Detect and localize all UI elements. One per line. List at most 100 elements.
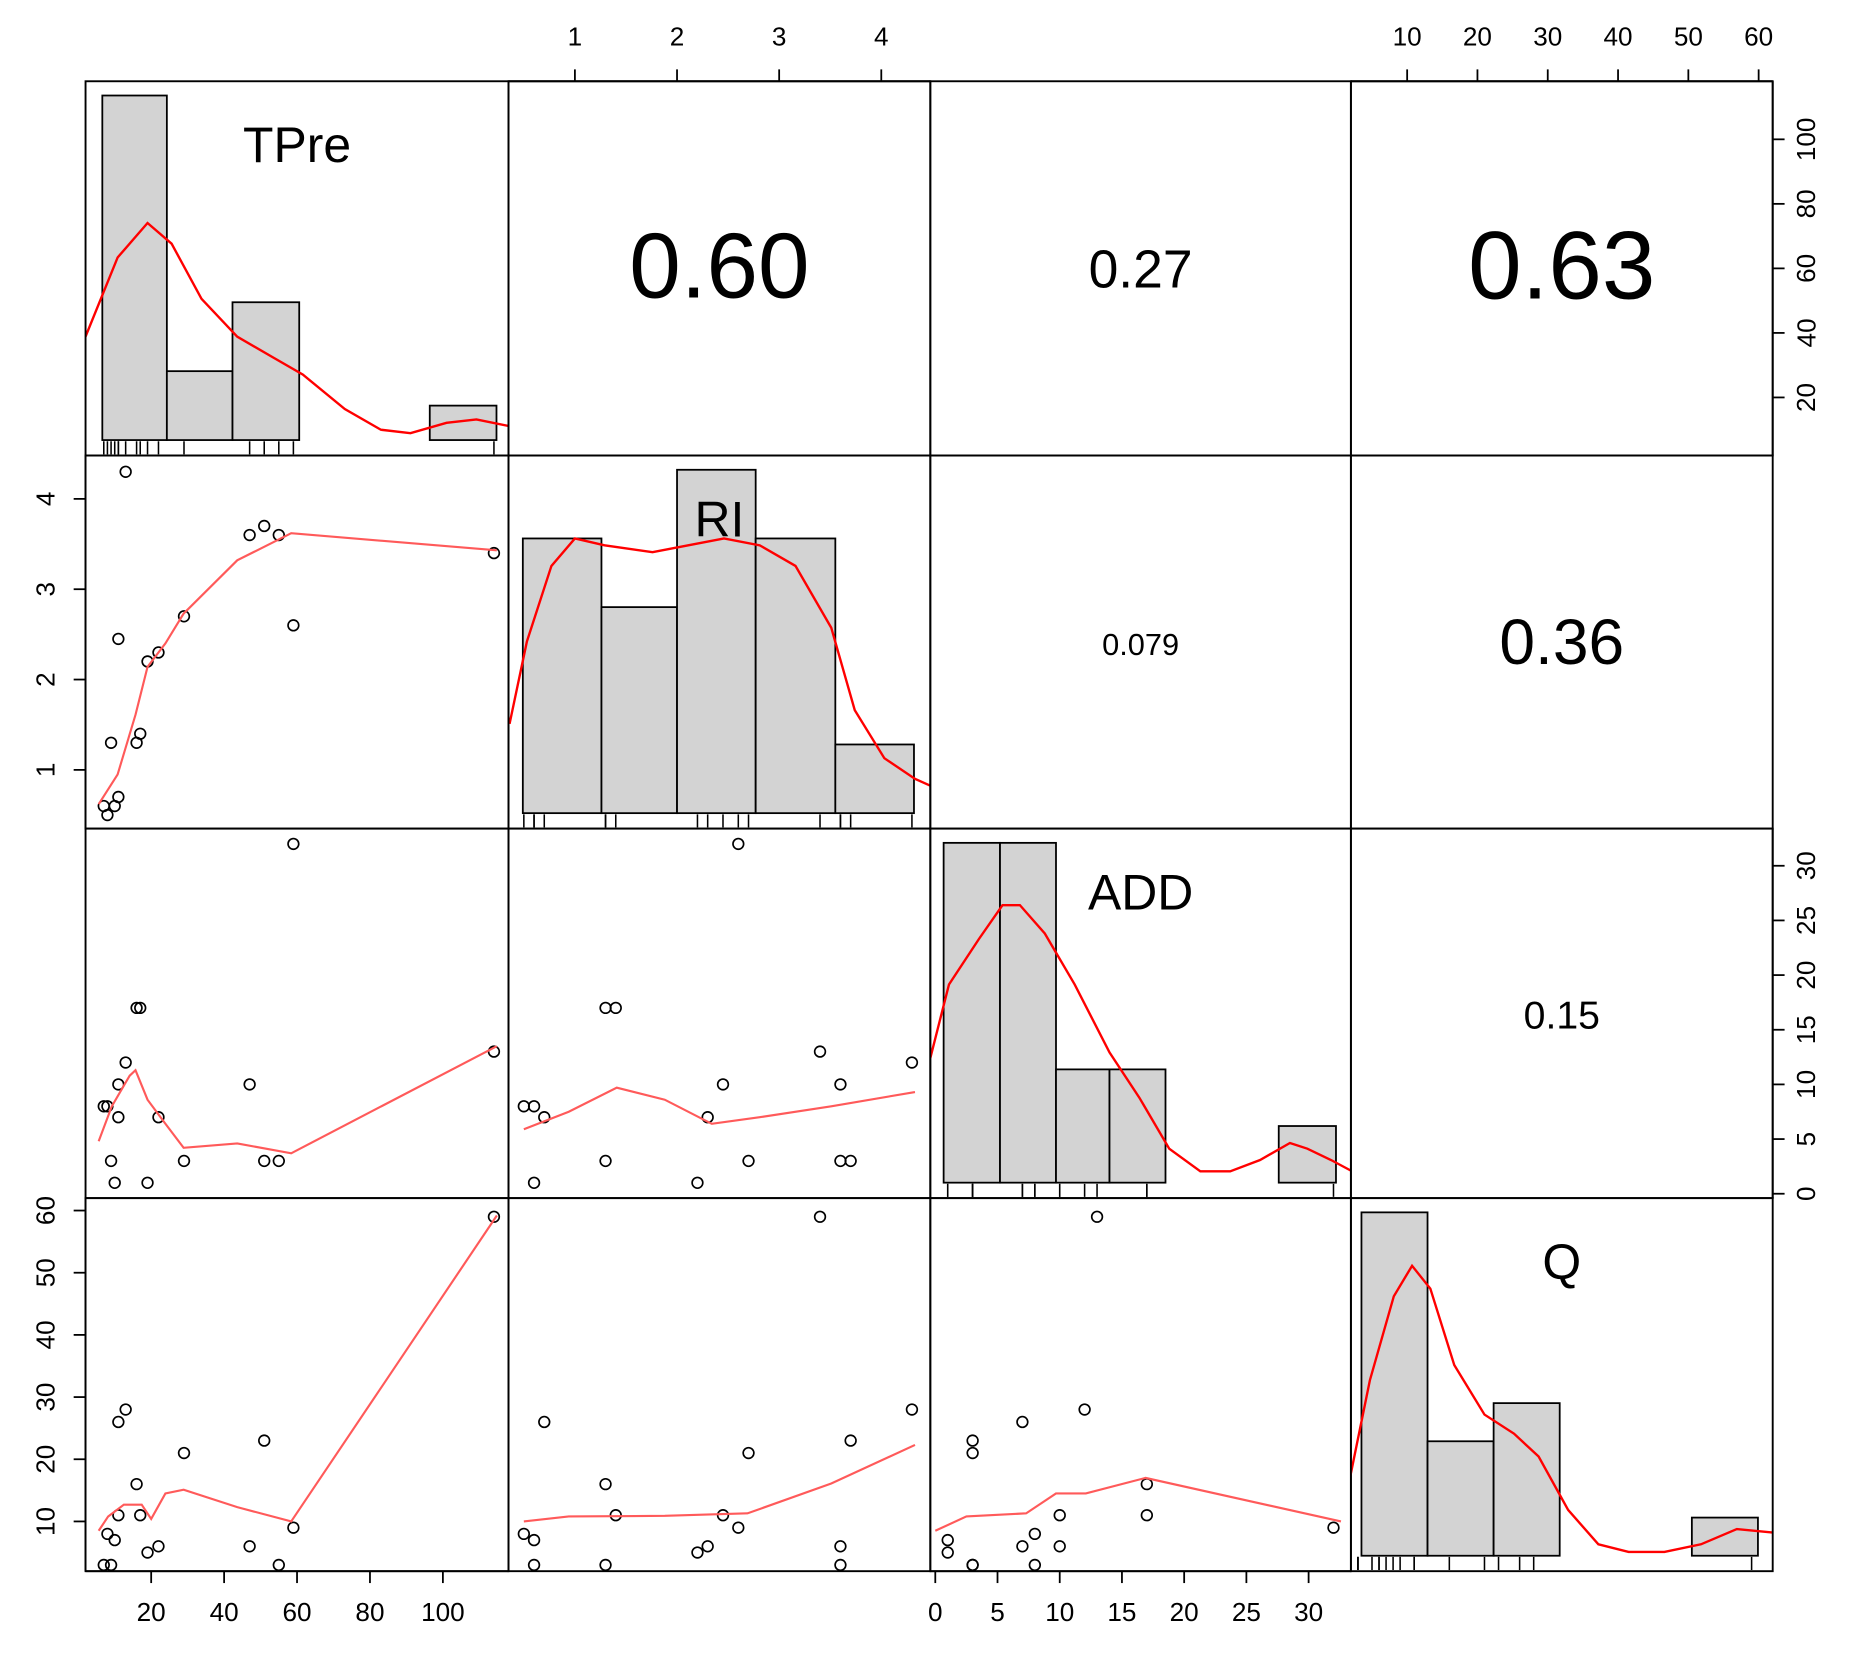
scatter-point xyxy=(517,1100,531,1113)
y-tick-label: 40 xyxy=(1791,318,1821,347)
x-tick-label: 2 xyxy=(670,21,685,51)
smooth-line xyxy=(97,532,497,805)
x-tick-label: 5 xyxy=(990,1597,1005,1627)
scatter-point xyxy=(141,1176,154,1189)
x-tick-label: 30 xyxy=(1294,1597,1323,1627)
correlation-label: 0.36 xyxy=(1499,606,1624,678)
scatter-point xyxy=(1053,1509,1066,1522)
x-tick-label: 4 xyxy=(874,21,889,51)
scatter-point xyxy=(119,465,132,478)
density-line xyxy=(930,903,1351,1173)
y-tick-label: 5 xyxy=(1791,1132,1821,1147)
x-tick-label: 3 xyxy=(772,21,787,51)
scatter-point xyxy=(258,519,271,533)
scatter-point xyxy=(112,790,125,804)
scatter-point xyxy=(177,1154,191,1168)
scatter-point xyxy=(517,1527,531,1541)
y-tick-label: 30 xyxy=(30,1383,60,1412)
scatter-point xyxy=(834,1154,847,1168)
y-tick-label: 30 xyxy=(1791,851,1821,880)
hist-bar xyxy=(676,468,757,815)
hist-bar xyxy=(165,370,234,441)
scatter-point xyxy=(287,837,300,851)
variable-name: TPre xyxy=(243,117,351,173)
scatter-point xyxy=(527,1558,541,1572)
scatter-point xyxy=(701,1540,714,1553)
hist-bar xyxy=(600,606,678,815)
hist-bar xyxy=(1426,1440,1495,1557)
scatter-point xyxy=(905,1403,919,1416)
density-line xyxy=(85,221,509,435)
hist-bar xyxy=(521,537,603,815)
x-tick-label: 20 xyxy=(137,1597,166,1627)
scatter-point xyxy=(527,1533,541,1547)
scatter-point xyxy=(732,1521,745,1534)
x-tick-label: 100 xyxy=(421,1597,465,1627)
scatter-point xyxy=(108,1533,121,1547)
scatter-point xyxy=(691,1176,704,1189)
scatter-point xyxy=(119,1056,132,1069)
x-tick-label: 30 xyxy=(1533,21,1562,51)
y-tick-label: 25 xyxy=(1791,906,1821,935)
y-tick-label: 50 xyxy=(30,1258,60,1287)
scatter-point xyxy=(732,837,745,851)
scatter-point xyxy=(691,1546,704,1559)
scatter-point xyxy=(1028,1527,1042,1541)
scatter-point xyxy=(813,1045,827,1058)
scatter-point xyxy=(243,528,256,542)
x-tick-label: 15 xyxy=(1107,1597,1136,1627)
hist-bar xyxy=(942,841,1001,1184)
smooth-line xyxy=(97,1045,498,1155)
correlation-label: 0.079 xyxy=(1102,627,1179,662)
scatter-point xyxy=(1327,1521,1340,1534)
density-line xyxy=(1350,1263,1773,1554)
x-tick-label: 50 xyxy=(1674,21,1703,51)
scatter-point xyxy=(1016,1415,1029,1429)
scatter-point xyxy=(141,1546,154,1559)
hist-bar xyxy=(231,301,301,441)
panel xyxy=(97,837,501,1189)
hist-bar xyxy=(1277,1125,1337,1184)
scatter-point xyxy=(112,1415,125,1429)
variable-name: ADD xyxy=(1088,865,1193,921)
x-tick-label: 0 xyxy=(928,1597,943,1627)
y-tick-label: 60 xyxy=(30,1196,60,1225)
scatter-point xyxy=(287,1521,300,1534)
hist-bar xyxy=(1690,1516,1759,1557)
scatter-point xyxy=(287,619,300,632)
smooth-line xyxy=(97,1214,498,1532)
scatter-point xyxy=(177,1446,191,1460)
panel-frame xyxy=(1349,1197,1774,1573)
scatter-point xyxy=(177,610,191,623)
x-tick-label: 20 xyxy=(1170,1597,1199,1627)
y-tick-label: 2 xyxy=(30,672,60,687)
scatter-point xyxy=(108,1176,121,1189)
scatter-point xyxy=(243,1540,256,1553)
scatter-point xyxy=(130,1477,143,1491)
scatter-point xyxy=(97,1100,110,1113)
scatter-point xyxy=(258,1154,271,1168)
scatter-point xyxy=(716,1078,730,1091)
x-tick-label: 40 xyxy=(1604,21,1633,51)
y-tick-label: 1 xyxy=(30,763,60,778)
scatter-point xyxy=(599,1558,612,1572)
scatter-point xyxy=(1053,1540,1066,1553)
smooth-line xyxy=(523,1443,916,1523)
scatter-point xyxy=(487,1210,501,1223)
panel xyxy=(934,1210,1342,1572)
x-tick-label: 10 xyxy=(1393,21,1422,51)
scatter-point xyxy=(742,1154,755,1168)
scatter-point xyxy=(487,546,501,560)
panel xyxy=(85,94,509,455)
scatter-point xyxy=(152,1540,165,1553)
scatter-point xyxy=(834,1078,847,1091)
scatter-point xyxy=(104,736,118,749)
scatter-point xyxy=(1140,1477,1154,1491)
smooth-line xyxy=(523,1086,916,1131)
scatter-point xyxy=(1028,1558,1042,1572)
panel xyxy=(97,465,501,822)
correlation-label: 0.60 xyxy=(629,214,809,318)
panel xyxy=(517,837,919,1189)
scatter-point xyxy=(134,1001,147,1015)
y-tick-label: 60 xyxy=(1791,254,1821,283)
